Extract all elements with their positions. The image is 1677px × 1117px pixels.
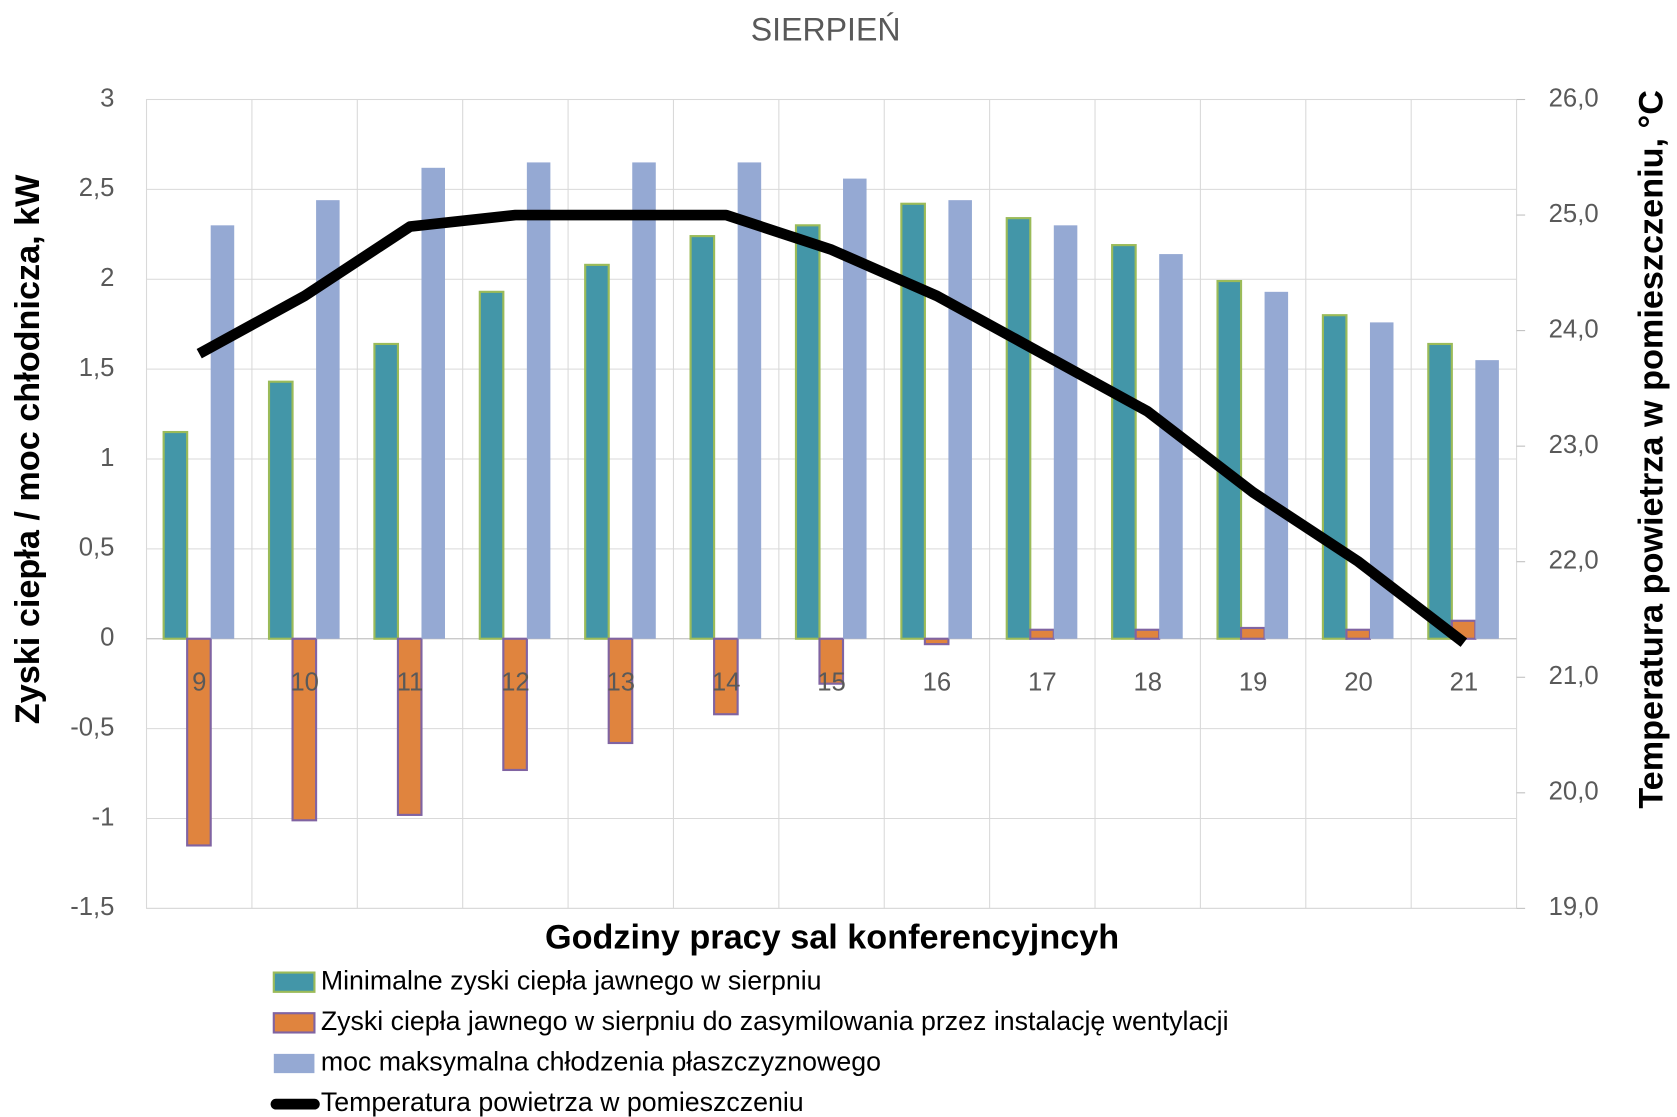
bar bbox=[923, 637, 950, 646]
y2-tick-label: 22,0 bbox=[1549, 546, 1599, 574]
bar bbox=[1239, 626, 1266, 640]
bar bbox=[1134, 628, 1161, 640]
legend-label: Temperatura powietrza w pomieszczeniu bbox=[321, 1087, 804, 1117]
bar bbox=[1264, 291, 1289, 639]
x-axis-title: Godziny pracy sal konferencyjncyh bbox=[545, 918, 1119, 956]
y2-tick-label: 23,0 bbox=[1549, 431, 1599, 459]
bar bbox=[316, 200, 340, 639]
bar bbox=[373, 342, 400, 640]
x-tick-label: 14 bbox=[712, 668, 741, 696]
bar bbox=[1111, 244, 1137, 640]
legend-swatch bbox=[272, 1012, 316, 1034]
bar bbox=[1216, 279, 1243, 640]
bar bbox=[526, 162, 551, 639]
bar bbox=[210, 225, 235, 639]
bar bbox=[502, 637, 528, 772]
bar bbox=[1005, 217, 1032, 640]
x-tick-label: 15 bbox=[817, 668, 846, 696]
bar bbox=[396, 637, 423, 816]
bar bbox=[1369, 322, 1394, 639]
plot-border bbox=[145, 98, 1518, 909]
bar bbox=[267, 380, 294, 640]
x-tick-label: 10 bbox=[290, 668, 319, 696]
y2-axis-title: Temperatura powietrza w pomieszczeniu, °… bbox=[1633, 90, 1671, 809]
bar bbox=[689, 235, 716, 640]
bar bbox=[584, 263, 610, 640]
y-tick-label: 3 bbox=[100, 84, 114, 112]
x-tick-label: 11 bbox=[397, 668, 424, 696]
y-tick-label: 1 bbox=[100, 444, 114, 472]
y2-tick-label: 20,0 bbox=[1549, 778, 1599, 806]
y-tick-label: 0 bbox=[100, 624, 114, 652]
bar bbox=[162, 430, 189, 640]
bar bbox=[1321, 314, 1348, 640]
bar bbox=[737, 162, 762, 639]
bar bbox=[818, 637, 845, 685]
x-tick-label: 18 bbox=[1133, 668, 1162, 696]
x-tick-label: 13 bbox=[607, 668, 636, 696]
legend-label: moc maksymalna chłodzenia płaszczyznoweg… bbox=[321, 1047, 881, 1077]
y-tick-label: 2 bbox=[100, 264, 114, 292]
legend-label: Zyski ciepła jawnego w sierpniu do zasym… bbox=[321, 1006, 1229, 1036]
bar bbox=[632, 162, 656, 639]
bar bbox=[478, 290, 505, 640]
y2-tick-label: 19,0 bbox=[1549, 893, 1599, 921]
bar bbox=[948, 200, 972, 639]
bar bbox=[186, 637, 212, 847]
bar bbox=[900, 202, 926, 640]
legend-swatch bbox=[272, 971, 316, 993]
bar bbox=[713, 637, 739, 716]
bar bbox=[607, 637, 634, 745]
x-tick-label: 16 bbox=[923, 668, 952, 696]
x-tick-label: 21 bbox=[1450, 668, 1479, 696]
bar bbox=[1345, 628, 1372, 640]
chart-title: SIERPIEŃ bbox=[751, 12, 901, 48]
y-tick-label: -1,5 bbox=[70, 893, 114, 921]
x-tick-label: 9 bbox=[192, 668, 206, 696]
line bbox=[196, 209, 1468, 647]
y-axis-title: Zyski ciepła / moc chłodnicza, kW bbox=[9, 174, 47, 724]
bar bbox=[1053, 225, 1078, 639]
x-tick-label: 12 bbox=[501, 668, 530, 696]
y-tick-label: 2,5 bbox=[79, 174, 115, 202]
bar bbox=[794, 224, 821, 640]
y2-tick-label: 26,0 bbox=[1549, 84, 1599, 112]
y2-tick-label: 21,0 bbox=[1549, 662, 1599, 690]
x-tick-label: 19 bbox=[1239, 668, 1268, 696]
bar bbox=[421, 167, 446, 639]
bar bbox=[1475, 360, 1499, 639]
x-tick-label: 20 bbox=[1344, 668, 1373, 696]
bar bbox=[1029, 628, 1055, 640]
bar bbox=[291, 637, 318, 822]
y-tick-label: 1,5 bbox=[79, 354, 115, 382]
y-tick-label: -0,5 bbox=[70, 713, 114, 741]
bar bbox=[1427, 342, 1453, 640]
bar bbox=[843, 178, 867, 639]
x-tick-label: 17 bbox=[1028, 668, 1057, 696]
legend-swatch bbox=[273, 1053, 315, 1074]
y-tick-label: 0,5 bbox=[79, 534, 115, 562]
y2-tick-label: 24,0 bbox=[1549, 315, 1599, 343]
y2-tick-label: 25,0 bbox=[1549, 200, 1599, 228]
legend-label: Minimalne zyski ciepła jawnego w sierpni… bbox=[321, 965, 822, 995]
y-tick-label: -1 bbox=[92, 803, 115, 831]
bar bbox=[1159, 254, 1183, 639]
